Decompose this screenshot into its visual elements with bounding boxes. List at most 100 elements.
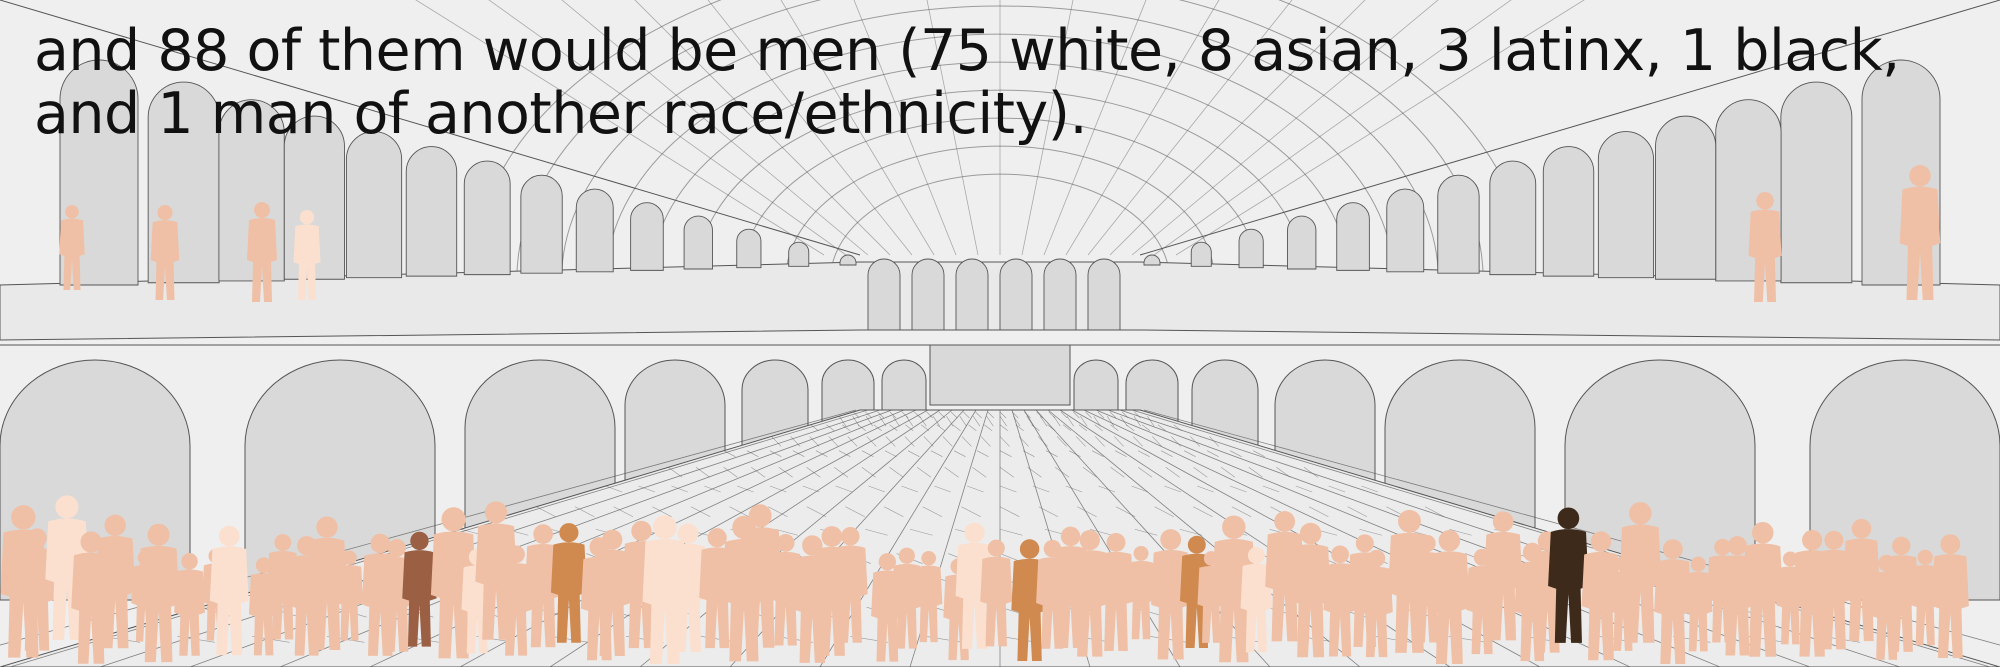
herringbone-tile <box>1013 416 1021 427</box>
herringbone-tile <box>865 528 888 536</box>
vault-rib <box>853 0 957 256</box>
herringbone-tile <box>877 411 885 419</box>
herringbone-tile <box>1152 436 1162 447</box>
upper-arch <box>630 202 664 271</box>
vault-arc <box>471 0 1529 281</box>
herringbone-tile <box>1036 411 1043 419</box>
herringbone-tile <box>1060 411 1068 419</box>
herringbone-tile <box>1053 416 1061 427</box>
herringbone-tile <box>536 506 556 517</box>
person-silhouette <box>1429 529 1470 664</box>
herringbone-tile <box>926 411 933 419</box>
herringbone-tile <box>961 436 972 447</box>
herringbone-tile <box>930 450 943 457</box>
vault-rib <box>634 0 891 256</box>
vault-rib <box>1043 0 1147 256</box>
herringbone-tile <box>1078 424 1087 431</box>
herringbone-tile <box>574 506 595 517</box>
herringbone-tile <box>1106 416 1115 427</box>
vault-rib <box>1175 0 1585 256</box>
herringbone-tile <box>853 411 860 419</box>
herringbone-tile <box>638 485 656 493</box>
herringbone-tile <box>1193 506 1213 517</box>
herringbone-tile <box>884 450 897 457</box>
herringbone-tile <box>999 411 1007 419</box>
vault-arc <box>785 145 1215 281</box>
herringbone-tile <box>1075 436 1086 447</box>
upper-arch <box>1287 215 1317 270</box>
person-silhouette <box>768 533 803 646</box>
herringbone-tile <box>809 436 820 447</box>
herringbone-tile <box>865 416 873 427</box>
herringbone-tile <box>751 467 766 478</box>
vault-rib <box>1109 0 1366 256</box>
herringbone-tile <box>1115 506 1136 517</box>
ceiling-edge <box>0 0 861 256</box>
herringbone-tile <box>1062 424 1072 431</box>
herringbone-tile <box>1295 485 1313 493</box>
herringbone-tile <box>815 450 828 457</box>
herringbone-tile <box>695 467 710 478</box>
herringbone-tile <box>1094 424 1103 431</box>
herringbone-tile <box>1164 485 1181 493</box>
herringbone-tile <box>1012 411 1019 419</box>
person-silhouette <box>832 527 868 643</box>
herringbone-tile <box>1133 436 1143 447</box>
herringbone-tile <box>999 416 1007 427</box>
herringbone-tile <box>1097 411 1105 419</box>
herringbone-tile <box>769 485 787 493</box>
herringbone-tile <box>1018 436 1029 447</box>
herringbone-tile <box>1098 485 1116 493</box>
herringbone-tile <box>920 424 930 431</box>
herringbone-tile <box>1359 528 1382 536</box>
vaulted-ceiling <box>0 0 2000 281</box>
herringbone-tile <box>838 416 847 427</box>
person-silhouette <box>209 525 249 656</box>
caption-text: and 88 of them would be men (75 white, 8… <box>34 18 1900 147</box>
herringbone-tile <box>1077 506 1097 517</box>
herringbone-tile <box>1113 436 1124 447</box>
vault-rib <box>415 0 825 256</box>
herringbone-tile <box>833 467 849 478</box>
person-silhouette <box>980 539 1013 647</box>
lower-arch <box>1564 359 1756 601</box>
upper-arch <box>839 254 857 266</box>
herringbone-tile <box>885 436 896 447</box>
herringbone-tile <box>984 424 993 431</box>
herringbone-tile <box>828 436 839 447</box>
vault-rib <box>926 0 979 256</box>
herringbone-tile <box>1197 485 1214 493</box>
herringbone-tile <box>916 467 932 478</box>
herringbone-tile <box>835 485 853 493</box>
herringbone-tile <box>923 436 934 447</box>
person-silhouette <box>174 553 205 656</box>
herringbone-tile <box>1276 467 1291 478</box>
vault-rib <box>1087 0 1293 256</box>
herringbone-tile <box>1303 467 1319 478</box>
herringbone-tile <box>883 506 904 517</box>
herringbone-tile <box>953 450 966 457</box>
herringbone-tile <box>1157 424 1166 431</box>
person-silhouette <box>1151 529 1191 660</box>
herringbone-tile <box>1065 485 1083 493</box>
person-silhouette <box>1483 511 1523 641</box>
upper-arch <box>463 160 511 276</box>
person-silhouette <box>1360 549 1393 658</box>
vault-arc <box>650 61 1350 281</box>
herringbone-tile <box>999 450 1012 457</box>
person-silhouette <box>668 523 708 652</box>
herringbone-tile <box>1131 485 1148 493</box>
upper-arch <box>911 258 945 331</box>
herringbone-tile <box>914 411 921 419</box>
person-silhouette <box>95 514 136 649</box>
herringbone-tile <box>905 416 914 427</box>
herringbone-tile <box>865 411 872 419</box>
herringbone-tile <box>790 436 801 447</box>
herringbone-tile <box>952 424 961 431</box>
person-silhouette <box>1070 529 1109 657</box>
herringbone-tile <box>1126 424 1135 431</box>
person-silhouette <box>430 507 477 659</box>
herringbone-tile <box>1308 506 1329 517</box>
herringbone-tile <box>861 450 874 457</box>
vault-rib <box>1021 0 1074 256</box>
